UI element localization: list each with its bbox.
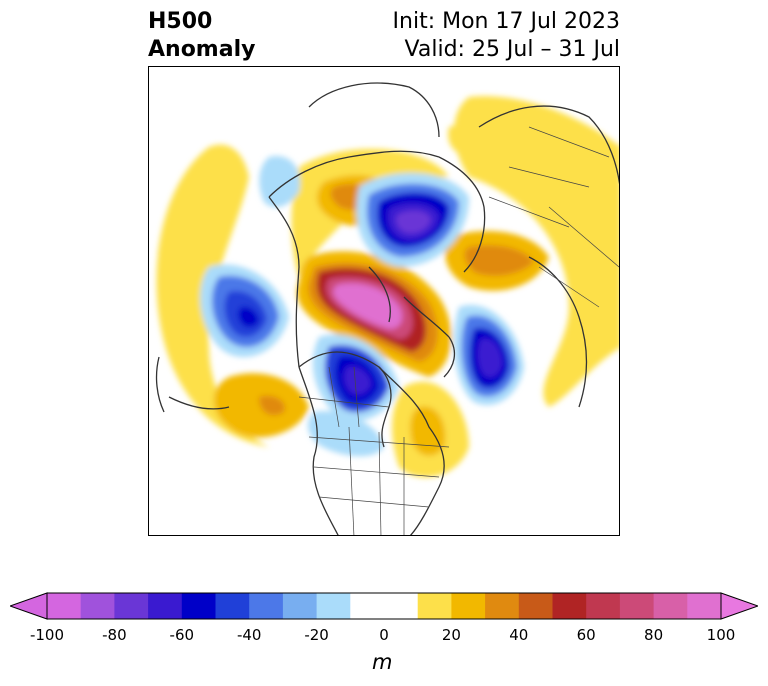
colorbar-tick-label: -20	[304, 626, 329, 644]
colorbar-tick-label: 0	[379, 626, 389, 644]
colorbar-tick-label: 40	[509, 626, 529, 644]
colorbar-tick-label: -80	[102, 626, 127, 644]
colorbar-extend-under	[10, 592, 48, 620]
colorbar-segment	[451, 593, 486, 619]
init-time: Init: Mon 17 Jul 2023	[392, 9, 620, 34]
colorbar-segment	[485, 593, 520, 619]
colorbar-segment	[148, 593, 183, 619]
colorbar-units-label: m	[372, 650, 393, 674]
colorbar-extend-over	[720, 592, 758, 620]
colorbar-segment	[80, 593, 115, 619]
colorbar-segment	[249, 593, 284, 619]
title-left: H500 Anomaly	[148, 8, 255, 64]
colorbar-segment	[384, 593, 419, 619]
colorbar-tick-label: 60	[576, 626, 596, 644]
colorbar-segment	[316, 593, 351, 619]
title-field: Anomaly	[148, 37, 256, 62]
political-borders	[298, 126, 619, 535]
colorbar	[10, 592, 758, 620]
colorbar-segment	[215, 593, 250, 619]
colorbar-segment	[350, 593, 385, 619]
colorbar-tick-label: -60	[169, 626, 195, 644]
colorbar-segment	[114, 593, 149, 619]
colorbar-segment	[282, 593, 318, 619]
colorbar-tick-label: -40	[236, 626, 262, 644]
colorbar-tick-label: 100	[706, 626, 736, 644]
colorbar-segment	[552, 593, 587, 619]
colorbar-segment	[417, 593, 452, 619]
colorbar-ticks: -100 -80 -60 -40 -20 0 20 40 60 80 100	[0, 626, 768, 646]
colorbar-tick-label: 20	[441, 626, 461, 644]
colorbar-segment	[619, 593, 655, 619]
colorbar-border	[46, 592, 722, 620]
colorbar-tick-label: -100	[29, 626, 65, 644]
colorbar-segment	[586, 593, 621, 619]
map-canvas	[155, 82, 619, 535]
colorbar-segment	[47, 593, 82, 619]
colorbar-tick-label: 80	[644, 626, 664, 644]
colorbar-segment	[181, 593, 216, 619]
colorbar-segment	[687, 593, 722, 619]
title-right: Init: Mon 17 Jul 2023 Valid: 25 Jul – 31…	[393, 8, 620, 64]
coastlines	[155, 82, 619, 535]
title-variable: H500	[148, 9, 213, 34]
colorbar-segment	[518, 593, 553, 619]
colorbar-segment	[653, 593, 688, 619]
anomaly-map	[148, 66, 620, 536]
anomaly-shading	[156, 96, 619, 478]
valid-time: Valid: 25 Jul – 31 Jul	[404, 37, 620, 62]
